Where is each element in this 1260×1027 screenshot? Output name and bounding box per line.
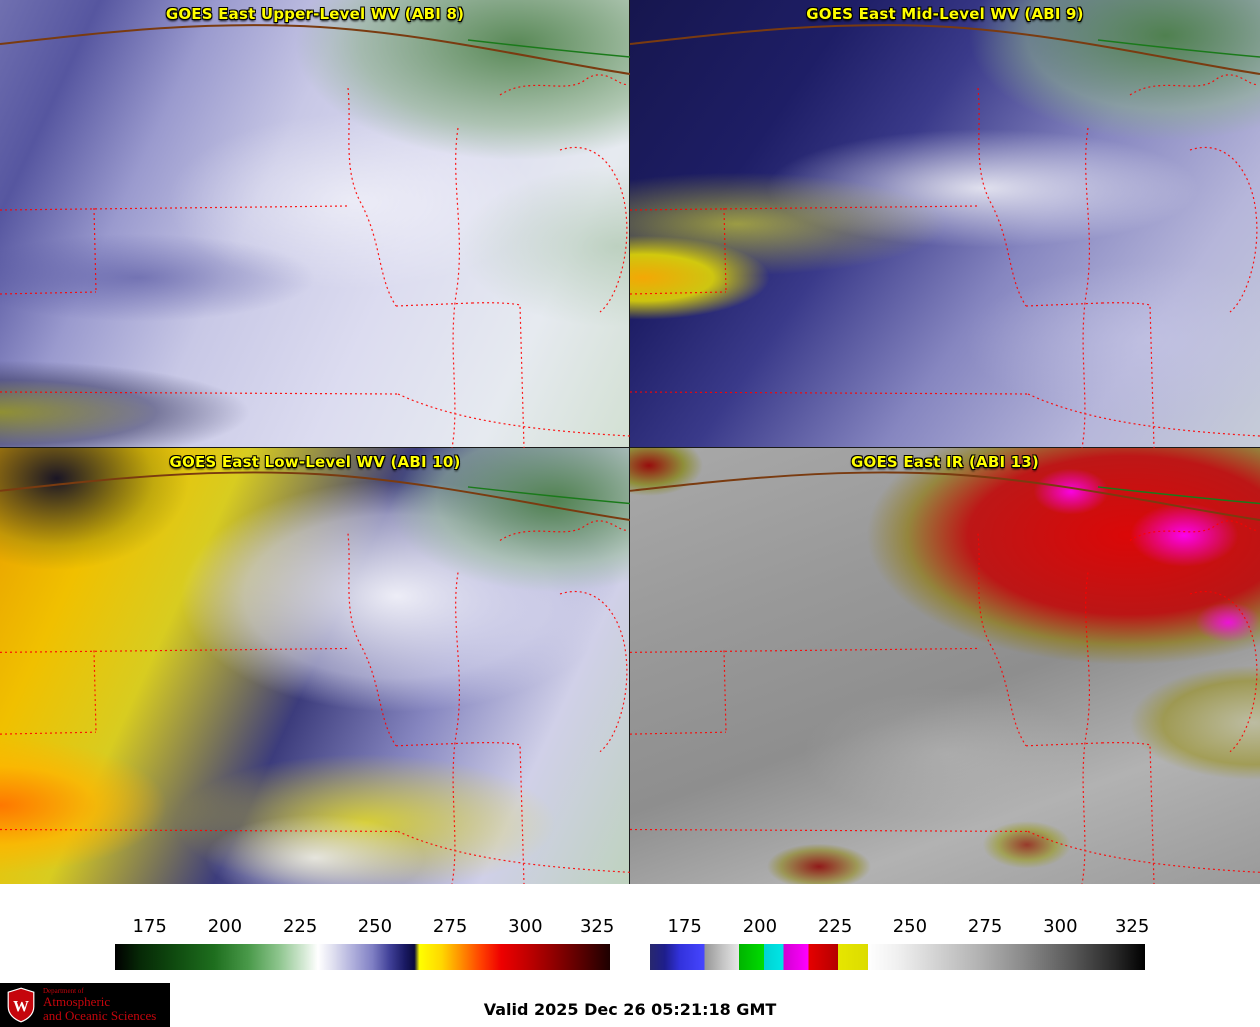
river-line: [1097, 486, 1260, 505]
ir-colorbar-block: 175 200 225 250 275 300 325: [650, 914, 1149, 970]
tick-label: 300: [508, 916, 543, 937]
state-boundary-line: [471, 742, 525, 884]
state-boundary-line: [1081, 127, 1090, 448]
legend-area: 175 200 225 250 275 300 325 175 200 225 …: [0, 884, 1260, 1027]
logo-line2: and Oceanic Sciences: [43, 1007, 157, 1023]
wv-colorbar: [115, 944, 610, 970]
tick-label: 300: [1043, 916, 1078, 937]
state-boundary-line: [1027, 393, 1260, 437]
state-boundary-line: [397, 830, 630, 873]
panel-title-mid-wv: GOES East Mid-Level WV (ABI 9): [806, 5, 1084, 23]
canada-border-line: [0, 24, 630, 75]
state-boundary-line: [1081, 572, 1090, 884]
state-boundary-line: [630, 647, 979, 653]
river-line: [467, 486, 630, 505]
state-boundary-line: [397, 393, 630, 437]
panel-upper-level-wv: GOES East Upper-Level WV (ABI 8): [0, 0, 631, 449]
state-boundary-line: [1129, 520, 1259, 541]
state-boundary-line: [395, 742, 473, 747]
state-boundary-line: [630, 650, 727, 735]
state-boundary-line: [0, 828, 399, 833]
state-boundary-line: [1129, 74, 1259, 96]
panel-title-upper-wv: GOES East Upper-Level WV (ABI 8): [165, 5, 465, 23]
state-boundary-line: [347, 533, 397, 747]
state-boundary-line: [977, 533, 1027, 747]
panel-mid-level-wv: GOES East Mid-Level WV (ABI 9): [629, 0, 1260, 449]
tick-label: 225: [282, 916, 318, 937]
uw-crest-icon: W: [7, 987, 35, 1023]
river-line: [467, 39, 630, 58]
canada-border-line: [0, 471, 630, 521]
state-boundary-line: [1027, 830, 1260, 873]
state-borders-overlay: [0, 448, 630, 884]
state-boundary-line: [0, 391, 399, 395]
state-boundary-line: [0, 205, 349, 211]
state-borders-overlay: [0, 0, 630, 448]
panel-ir: GOES East IR (ABI 13): [629, 447, 1260, 885]
canada-border-line: [630, 24, 1260, 75]
ir-colorbar: [650, 944, 1145, 970]
state-borders-overlay: [630, 0, 1260, 448]
tick-label: 250: [357, 916, 393, 937]
state-borders-svg: [630, 471, 1260, 884]
state-boundary-line: [1025, 302, 1103, 307]
state-boundary-line: [1189, 146, 1258, 313]
state-boundary-line: [451, 127, 460, 448]
state-boundary-line: [499, 74, 629, 96]
wv-tick-row: 175 200 225 250 275 300 325: [115, 914, 614, 944]
canada-border-line: [630, 471, 1260, 521]
logo-dept-line: Department of: [43, 987, 84, 996]
state-boundary-line: [471, 302, 525, 448]
state-boundary-line: [1101, 742, 1155, 884]
tick-label: 325: [1114, 916, 1150, 937]
state-boundary-line: [0, 207, 97, 295]
panel-title-low-wv: GOES East Low-Level WV (ABI 10): [169, 453, 461, 471]
state-boundary-line: [630, 207, 727, 295]
state-boundary-line: [630, 205, 979, 211]
state-boundary-line: [1025, 742, 1103, 747]
river-line: [1097, 39, 1260, 58]
logo-text: Department of Atmospheric and Oceanic Sc…: [43, 988, 156, 1022]
state-boundary-line: [347, 87, 397, 307]
valid-time: Valid 2025 Dec 26 05:21:18 GMT: [483, 1000, 777, 1019]
state-boundary-line: [630, 391, 1029, 395]
state-boundary-line: [630, 828, 1029, 833]
state-boundary-line: [559, 146, 628, 313]
state-borders-overlay: [630, 448, 1260, 884]
ir-tick-row: 175 200 225 250 275 300 325: [650, 914, 1149, 944]
state-boundary-line: [977, 87, 1027, 307]
state-boundary-line: [559, 590, 628, 753]
tick-label: 175: [667, 916, 702, 937]
state-boundary-line: [0, 647, 349, 653]
logo-line1: Atmospheric: [43, 994, 111, 1010]
state-borders-svg: [0, 471, 630, 884]
panel-grid: GOES East Upper-Level WV (ABI 8) GOES Ea…: [0, 0, 1260, 885]
state-borders-svg: [630, 24, 1260, 448]
tick-label: 275: [432, 916, 468, 937]
tick-label: 200: [742, 916, 778, 937]
tick-label: 225: [817, 916, 853, 937]
tick-label: 275: [967, 916, 1003, 937]
uw-aos-logo: W Department of Atmospheric and Oceanic …: [0, 983, 170, 1027]
state-boundary-line: [1101, 302, 1155, 448]
state-boundary-line: [499, 520, 629, 541]
state-boundary-line: [0, 650, 97, 735]
svg-text:W: W: [13, 998, 29, 1015]
tick-label: 200: [207, 916, 243, 937]
panel-low-level-wv: GOES East Low-Level WV (ABI 10): [0, 447, 631, 885]
wv-colorbar-block: 175 200 225 250 275 300 325: [115, 914, 614, 970]
tick-label: 325: [579, 916, 615, 937]
state-boundary-line: [1189, 590, 1258, 753]
state-boundary-line: [451, 572, 460, 884]
state-boundary-line: [395, 302, 473, 307]
state-borders-svg: [0, 24, 630, 448]
panel-title-ir: GOES East IR (ABI 13): [850, 453, 1039, 471]
tick-label: 250: [892, 916, 928, 937]
tick-label: 175: [132, 916, 167, 937]
